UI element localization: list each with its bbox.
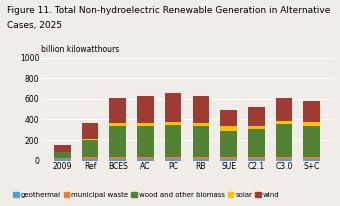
Bar xyxy=(303,126,320,157)
Text: Cases, 2025: Cases, 2025 xyxy=(7,21,62,30)
Bar xyxy=(137,157,154,159)
Bar xyxy=(276,157,292,159)
Bar xyxy=(82,138,98,140)
Bar xyxy=(220,131,237,157)
Bar xyxy=(82,123,98,138)
Bar xyxy=(54,159,71,161)
Bar xyxy=(109,126,126,157)
Bar xyxy=(303,157,320,159)
Bar xyxy=(248,129,265,157)
Bar xyxy=(303,101,320,122)
Bar xyxy=(137,96,154,123)
Bar xyxy=(248,107,265,126)
Bar xyxy=(303,122,320,126)
Bar xyxy=(220,126,237,131)
Bar xyxy=(276,121,292,124)
Bar xyxy=(137,159,154,161)
Bar xyxy=(54,152,71,158)
Bar xyxy=(82,159,98,161)
Bar xyxy=(248,159,265,161)
Bar xyxy=(276,159,292,161)
Bar xyxy=(276,98,292,121)
Bar xyxy=(220,110,237,126)
Bar xyxy=(220,159,237,161)
Legend: geothermal, municipal waste, wood and other biomass, solar, wind: geothermal, municipal waste, wood and ot… xyxy=(10,189,282,200)
Bar xyxy=(220,157,237,159)
Bar xyxy=(137,123,154,126)
Bar xyxy=(109,157,126,159)
Bar xyxy=(165,122,182,125)
Bar xyxy=(82,140,98,157)
Bar xyxy=(192,126,209,157)
Bar xyxy=(137,126,154,157)
Bar xyxy=(54,145,71,152)
Text: Figure 11. Total Non-hydroelectric Renewable Generation in Alternative: Figure 11. Total Non-hydroelectric Renew… xyxy=(7,6,330,15)
Bar xyxy=(109,98,126,123)
Bar xyxy=(192,157,209,159)
Bar xyxy=(276,124,292,157)
Bar xyxy=(248,126,265,129)
Text: billion kilowatthours: billion kilowatthours xyxy=(41,44,119,54)
Bar xyxy=(165,159,182,161)
Bar xyxy=(248,157,265,159)
Bar xyxy=(165,157,182,159)
Bar xyxy=(303,159,320,161)
Bar xyxy=(109,159,126,161)
Bar xyxy=(165,93,182,122)
Bar xyxy=(54,158,71,159)
Bar xyxy=(192,96,209,123)
Bar xyxy=(192,159,209,161)
Bar xyxy=(165,125,182,157)
Bar xyxy=(82,157,98,159)
Bar xyxy=(192,123,209,126)
Bar xyxy=(109,123,126,126)
